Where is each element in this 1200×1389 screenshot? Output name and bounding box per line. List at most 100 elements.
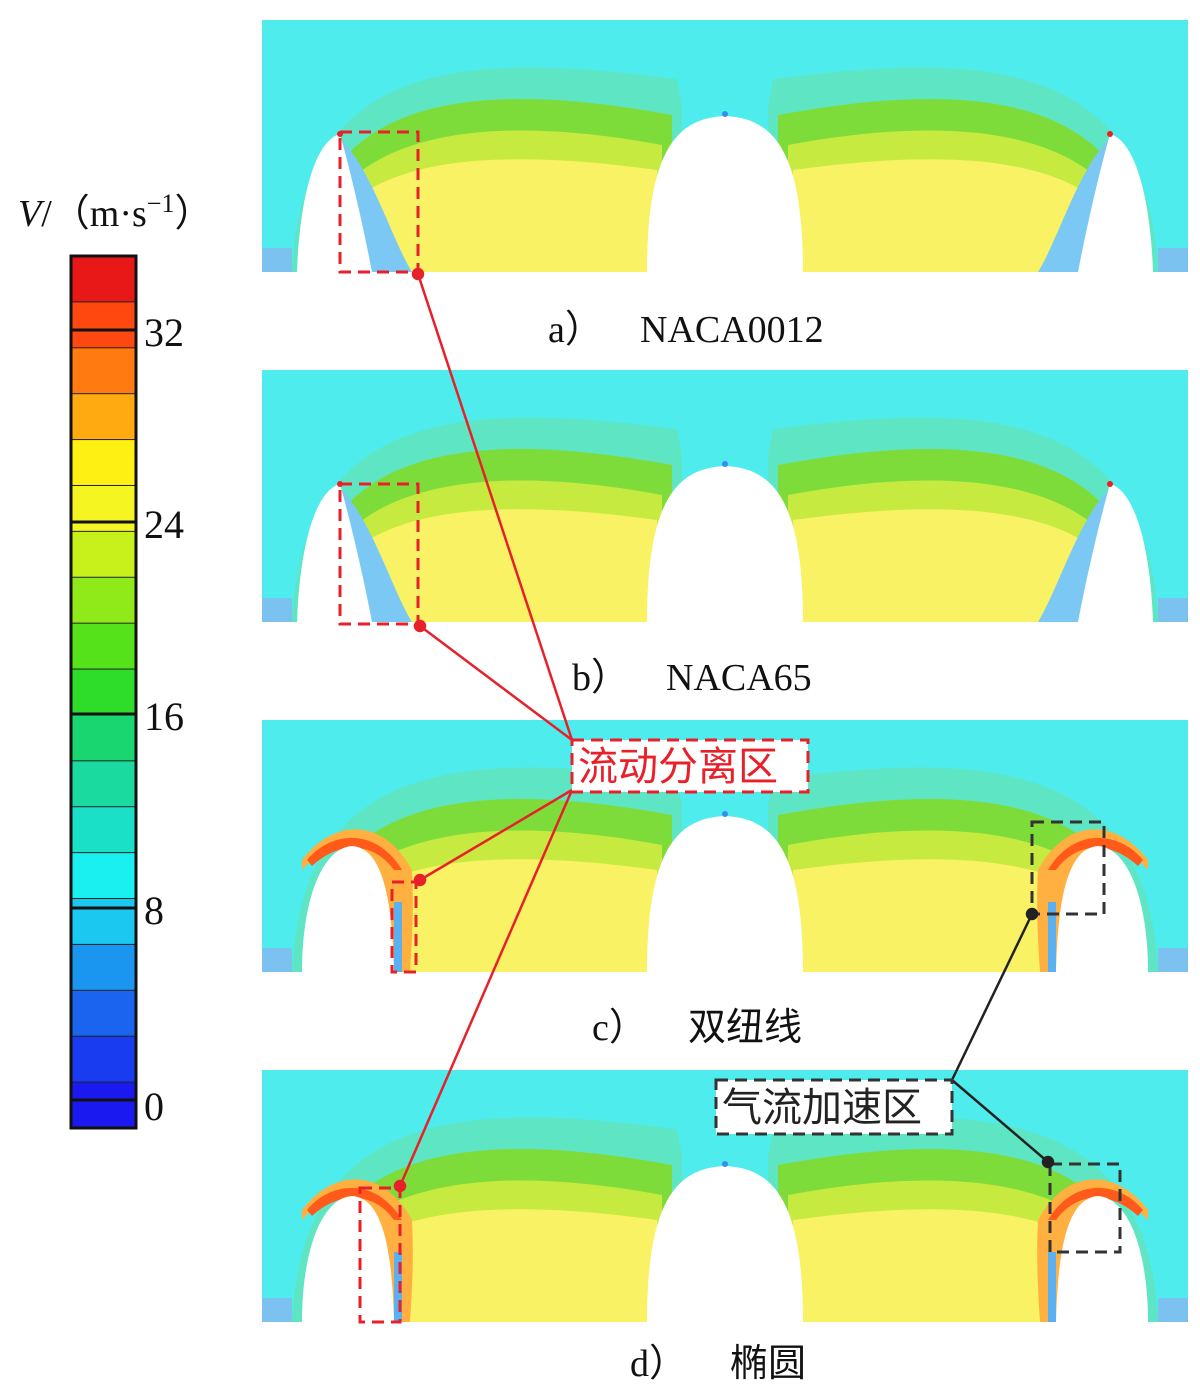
colorbar-cell (70, 943, 137, 992)
colorbar-unit-close: ） (174, 193, 212, 235)
separation-layer-right (1038, 488, 1110, 622)
colorbar-cell (70, 1035, 137, 1084)
edge-strip-right (1158, 1298, 1188, 1322)
caption-d-name: 椭圆 (730, 1343, 806, 1385)
separation-box-c (390, 880, 418, 974)
right-blade (1056, 846, 1148, 972)
center-blade (647, 816, 803, 972)
edge-strip-right (1158, 248, 1188, 272)
caption-c-label: c） (592, 1007, 647, 1049)
colorbar-cell (70, 622, 137, 671)
colorbar-tick: 8 (144, 888, 164, 933)
colorbar-symbol: V (18, 193, 45, 235)
center-blade (647, 116, 803, 272)
acceleration-edge-right (1048, 837, 1143, 870)
colorbar-cells (70, 255, 137, 1129)
core-flow-right (793, 509, 1138, 622)
colorbar-tick: 0 (144, 1084, 164, 1129)
separation-layer-left (340, 488, 412, 622)
core-flow-left (312, 509, 657, 622)
mid-channel (665, 370, 785, 470)
core-flow-left (312, 159, 657, 272)
acceleration-edge-left (307, 837, 402, 870)
contour-panel-b (262, 370, 1188, 622)
colorbar-tick: 24 (144, 502, 184, 547)
colorbar-cell (70, 301, 137, 349)
colorbar-cell (70, 484, 137, 533)
right-blade (1078, 484, 1153, 622)
colorbar-cell (70, 668, 137, 716)
color-bar: V/（m·s−1） 32 24 16 8 0 (18, 189, 212, 1130)
colorbar-tick: 16 (144, 694, 184, 739)
acceleration-leader-lines (950, 907, 1055, 1169)
acceleration-edge-left (307, 1187, 402, 1220)
caption-a-label: a） (548, 309, 603, 351)
caption-b-name: NACA65 (666, 657, 812, 699)
separation-layer-right (1038, 138, 1110, 272)
separation-box-a (338, 130, 420, 274)
colorbar-cell (70, 439, 137, 487)
acceleration-zone-boxes (1030, 820, 1122, 1254)
center-blade-tip (722, 811, 728, 817)
acceleration-box-d (1048, 1162, 1122, 1254)
right-blade (1078, 134, 1153, 272)
acceleration-annotation: 气流加速区 (714, 1078, 954, 1136)
left-blade (297, 484, 372, 622)
edge-strip-right (1158, 598, 1188, 622)
separation-leader-lines (393, 267, 574, 1193)
colorbar-tick: 32 (144, 310, 184, 355)
separation-layer-right (1048, 902, 1056, 972)
colorbar-cell (70, 760, 137, 808)
separation-zone-boxes (338, 130, 420, 1324)
caption-d-label: d） (630, 1343, 687, 1385)
center-blade (647, 1166, 803, 1322)
caption-c-name: 双纽线 (688, 1007, 802, 1049)
colorbar-cell (70, 255, 137, 303)
edge-strip-left (262, 1298, 292, 1322)
caption-b-label: b） (572, 657, 629, 699)
separation-layer-right (1048, 1252, 1056, 1322)
edge-strip-left (262, 248, 292, 272)
acceleration-box-c (1030, 820, 1106, 916)
left-blade (302, 1196, 394, 1322)
left-blade (297, 134, 372, 272)
colorbar-cell (70, 852, 137, 900)
center-blade (647, 466, 803, 622)
colorbar-cell (70, 576, 137, 625)
acceleration-layer-right (1037, 1179, 1148, 1322)
colorbar-cell (70, 347, 137, 395)
colorbar-cell (70, 989, 137, 1038)
colorbar-cell (70, 806, 137, 854)
colorbar-cell (70, 1081, 137, 1129)
acceleration-layer-left (302, 829, 413, 972)
colorbar-cell (70, 393, 137, 441)
right-blade (1056, 1196, 1148, 1322)
center-blade-tip (722, 1161, 728, 1167)
left-blade (302, 846, 394, 972)
separation-annotation: 流动分离区 (570, 738, 810, 794)
colorbar-unit: /（m·s (41, 193, 147, 235)
mid-channel (665, 20, 785, 120)
right-blade-tip (1107, 481, 1113, 487)
edge-strip-right (1158, 948, 1188, 972)
caption-a-name: NACA0012 (640, 309, 824, 351)
separation-box-d (358, 1186, 402, 1324)
colorbar-title: V/（m·s−1） (18, 189, 212, 235)
contour-panel-a (262, 20, 1188, 272)
acceleration-layer-right (1037, 829, 1148, 972)
separation-layer-left (340, 138, 412, 272)
colorbar-frame (69, 254, 138, 1130)
colorbar-cell (70, 714, 137, 762)
right-blade-tip (1107, 131, 1113, 137)
edge-strip-left (262, 948, 292, 972)
colorbar-cell (70, 898, 137, 946)
colorbar-cell (70, 530, 137, 579)
separation-annotation-text: 流动分离区 (578, 744, 778, 790)
acceleration-annotation-text: 气流加速区 (722, 1085, 922, 1131)
center-blade-tip (722, 111, 728, 117)
colorbar-unit-exponent: −1 (147, 189, 175, 218)
separation-layer-left (394, 902, 402, 972)
acceleration-layer-left (302, 1179, 413, 1322)
separation-box-b (338, 482, 420, 626)
